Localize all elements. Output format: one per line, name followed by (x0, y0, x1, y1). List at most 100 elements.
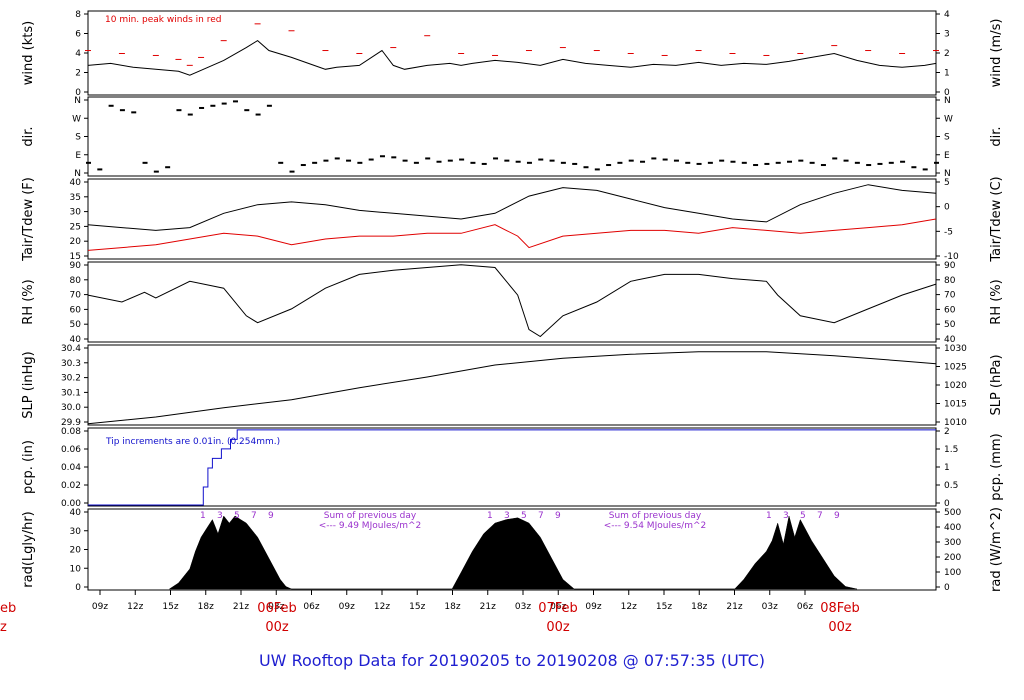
slp-ytick-right-label: 1020 (944, 381, 967, 391)
temp-frame (87, 178, 937, 260)
pcp-ytick-right-label: 0.5 (944, 481, 958, 491)
rad-sum-value: <--- 9.49 MJoules/m^2 (319, 521, 421, 531)
dir-point (255, 113, 261, 116)
temp-series-line (87, 218, 937, 251)
x-tick-label: 06z (797, 602, 813, 612)
rad-ytick-left-label: 30 (70, 527, 82, 537)
wind-ytick-left-label: 0 (75, 88, 81, 98)
dir-point (323, 159, 329, 162)
pcp-series-line (88, 429, 936, 506)
slp-ytick-right-label: 1015 (944, 400, 967, 410)
rad-hour-marker: 1 (200, 511, 206, 521)
temp-ylabel-right: Tair/Tdew (C) (989, 176, 1004, 262)
x-tick-label: 15z (409, 602, 425, 612)
dir-point (153, 170, 159, 173)
temp-ytick-left-label: 15 (70, 252, 81, 262)
dir-point (391, 156, 397, 159)
slp-ytick-right-label: 1030 (944, 344, 967, 354)
dir-point (696, 162, 702, 165)
dir-point (583, 166, 589, 169)
dir-point (922, 168, 928, 171)
rad-ytick-right-label: 0 (944, 583, 950, 593)
rad-ylabel-left: rad(Lgly/hr) (21, 511, 36, 587)
pcp-ylabel-left: pcp. (in) (21, 440, 36, 494)
dir-point (176, 109, 182, 112)
pcp-ylabel-right: pcp. (mm) (989, 433, 1004, 500)
dir-ylabel-left: dir. (21, 126, 36, 146)
dir-point (119, 109, 125, 112)
x-tick-label: 21z (480, 602, 496, 612)
rad-ytick-left-label: 0 (75, 583, 81, 593)
dir-ytick-right-label: N (944, 96, 951, 106)
pcp-ytick-left-label: 0.00 (61, 499, 81, 509)
dir-point (741, 161, 747, 164)
dir-ytick-right-label: W (944, 114, 953, 124)
wind-ytick-left-label: 4 (75, 49, 81, 59)
wind-ytick-right-label: 4 (944, 10, 950, 20)
rad-hour-marker: 1 (766, 511, 772, 521)
rad-sum-label: Sum of previous day (609, 511, 702, 521)
dir-point (368, 158, 374, 161)
dir-ytick-left-label: S (75, 133, 81, 143)
dir-point (538, 158, 544, 161)
rh-ytick-left-label: 80 (70, 276, 82, 286)
x-tick-label: 09z (585, 602, 601, 612)
rh-ytick-right-label: 40 (944, 335, 956, 345)
dir-point (549, 159, 555, 162)
dir-point (459, 158, 465, 161)
temp-ytick-left-label: 35 (70, 193, 81, 203)
dir-point (900, 160, 906, 163)
dir-point (934, 161, 939, 164)
x-tick-label: 12z (127, 602, 143, 612)
dir-point (662, 158, 668, 161)
pcp-annotation: Tip increments are 0.01in. (0.254mm.) (105, 437, 280, 447)
dir-point (244, 109, 250, 112)
day-label-hour: 00z (828, 620, 852, 635)
rh-ylabel-left: RH (%) (21, 279, 36, 324)
dir-ytick-right-label: E (944, 151, 950, 161)
pcp-ytick-right-label: 2 (944, 427, 950, 437)
dir-point (357, 161, 363, 164)
x-tick-label: 06z (550, 602, 566, 612)
dir-point (165, 166, 171, 169)
dir-point (379, 155, 385, 158)
rad-hour-marker: 9 (555, 511, 561, 521)
rad-ytick-right-label: 500 (944, 508, 961, 518)
dir-point (843, 159, 849, 162)
rh-ytick-right-label: 80 (944, 276, 956, 286)
rad-hour-marker: 5 (800, 511, 806, 521)
rh-ytick-right-label: 50 (944, 320, 956, 330)
wind-ytick-right-label: 1 (944, 69, 950, 79)
dir-point (640, 160, 646, 163)
dir-point (707, 161, 713, 164)
rad-hour-marker: 5 (521, 511, 527, 521)
rh-ytick-left-label: 90 (70, 261, 82, 271)
rad-ytick-right-label: 300 (944, 538, 961, 548)
temp-ytick-right-label: -10 (944, 252, 959, 262)
rad-ytick-left-label: 20 (70, 546, 82, 556)
pcp-ytick-left-label: 0.08 (61, 427, 81, 437)
rh-ytick-left-label: 70 (70, 291, 82, 301)
rad-ytick-right-label: 400 (944, 523, 961, 533)
dir-ytick-right-label: S (944, 133, 950, 143)
rh-ytick-left-label: 40 (70, 335, 82, 345)
rad-ylabel-right: rad (W/m^2) (989, 507, 1004, 592)
rad-ytick-right-label: 200 (944, 553, 961, 563)
rad-ytick-left-label: 10 (70, 564, 82, 574)
x-tick-label: 03z (762, 602, 778, 612)
dir-point (753, 164, 759, 167)
slp-ytick-left-label: 30.1 (61, 388, 81, 398)
temp-ytick-left-label: 20 (70, 237, 82, 247)
dir-point (447, 159, 453, 162)
dir-point (504, 159, 510, 162)
dir-point (300, 164, 306, 167)
pcp-ytick-left-label: 0.04 (61, 463, 81, 473)
slp-ytick-left-label: 30.0 (61, 403, 81, 413)
temp-ytick-left-label: 40 (70, 178, 82, 188)
temp-ytick-left-label: 30 (70, 208, 82, 218)
dir-point (809, 161, 815, 164)
dir-point (787, 160, 793, 163)
